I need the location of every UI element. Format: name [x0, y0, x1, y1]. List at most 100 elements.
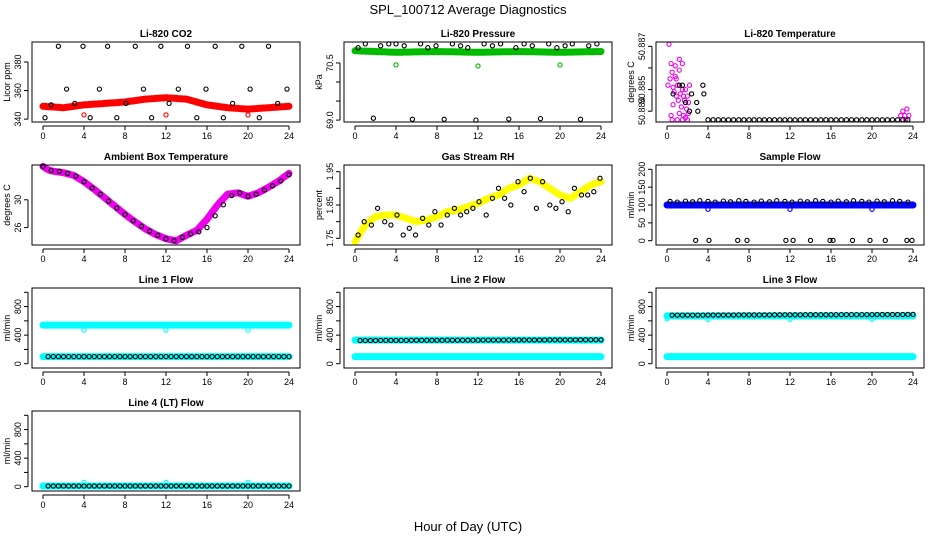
data-point — [229, 353, 236, 360]
x-tick-label: 24 — [908, 254, 918, 264]
data-point — [807, 117, 814, 123]
data-point — [97, 191, 104, 197]
data-point — [204, 224, 210, 231]
series-layer — [39, 43, 293, 121]
data-point — [559, 199, 565, 205]
y-tick-label: 50.885 — [637, 76, 647, 104]
data-point — [137, 353, 144, 360]
data-point — [229, 483, 236, 489]
data-point — [81, 112, 87, 118]
data-point — [500, 337, 507, 343]
data-point — [889, 198, 896, 204]
data-point — [705, 206, 711, 212]
data-point — [797, 198, 803, 204]
data-point — [245, 193, 251, 199]
data-point — [771, 312, 778, 318]
data-point — [81, 479, 87, 486]
data-point — [843, 117, 850, 123]
data-point — [270, 353, 277, 360]
data-point — [112, 483, 118, 489]
series-band-0 — [39, 94, 293, 113]
series-layer — [351, 174, 605, 246]
series-layer — [39, 162, 293, 245]
data-point — [676, 110, 682, 117]
data-point — [827, 237, 833, 244]
data-point — [850, 198, 857, 204]
data-point — [828, 199, 834, 205]
data-point — [830, 237, 836, 244]
data-point — [146, 228, 153, 234]
data-point — [736, 198, 742, 204]
data-point — [132, 483, 138, 489]
data-point — [81, 179, 87, 185]
data-point — [905, 199, 911, 205]
data-point — [406, 225, 412, 231]
x-tick-label: 16 — [826, 131, 836, 141]
data-point — [89, 185, 95, 191]
y-tick-label: 0 — [325, 361, 335, 366]
data-point — [539, 179, 546, 185]
data-point — [63, 86, 70, 92]
data-point — [393, 62, 399, 68]
data-point — [758, 198, 764, 204]
data-point — [127, 353, 133, 360]
data-point — [761, 117, 768, 123]
data-point — [684, 312, 691, 318]
y-tick-label: 50.884 — [637, 97, 647, 125]
data-point — [828, 312, 834, 318]
data-point — [132, 43, 138, 49]
data-point — [253, 191, 259, 197]
data-point — [597, 175, 603, 181]
x-tick-label: 4 — [705, 254, 710, 264]
data-point — [547, 337, 553, 343]
data-point — [261, 187, 268, 193]
x-tick-label: 20 — [243, 377, 253, 387]
x-tick-label: 20 — [867, 254, 877, 264]
data-point — [65, 353, 72, 360]
y-tick-label: 800 — [637, 299, 647, 314]
panel-7: Line 2 Flow ml/min 0 4 8 12 16 20 24 0 400 800 — [314, 275, 613, 387]
data-point — [849, 237, 856, 244]
data-point — [853, 117, 860, 123]
data-point — [838, 117, 844, 123]
data-point — [199, 483, 205, 489]
data-point — [511, 337, 517, 343]
data-point — [76, 483, 82, 489]
data-point — [882, 237, 888, 244]
data-point — [667, 76, 673, 82]
y-tick-label: 69.0 — [325, 111, 335, 129]
x-tick-label: 8 — [122, 131, 127, 141]
y-tick-label: 800 — [13, 422, 23, 437]
data-point — [689, 199, 696, 205]
data-point — [787, 312, 793, 318]
data-point — [355, 45, 361, 51]
data-point — [705, 117, 711, 123]
data-point — [807, 312, 814, 318]
data-point — [64, 170, 71, 176]
data-point — [664, 316, 670, 322]
series-band-0 — [351, 174, 605, 246]
x-tick-label: 20 — [867, 131, 877, 141]
data-point — [101, 483, 108, 489]
data-point — [869, 316, 875, 323]
data-point — [439, 337, 445, 343]
y-tick-label: 400 — [637, 328, 647, 343]
data-point — [674, 82, 680, 88]
panel-5: Sample Flow ml/min 0 4 8 12 16 20 24 0 50 100 150 200 — [626, 152, 925, 264]
data-point — [782, 117, 788, 123]
y-axis-label: degrees C — [626, 61, 636, 103]
x-tick-label: 8 — [746, 254, 751, 264]
panel-0: Li-820 CO2 Licor ppm 0 4 8 12 16 20 24 340 360 380 — [2, 29, 301, 141]
x-tick-label: 20 — [243, 254, 253, 264]
data-point — [408, 337, 415, 343]
data-point — [685, 99, 692, 106]
data-point — [470, 205, 476, 211]
data-point — [91, 353, 97, 360]
x-tick-label: 24 — [284, 254, 294, 264]
data-point — [495, 337, 502, 343]
data-point — [55, 43, 62, 49]
data-point — [476, 199, 482, 205]
data-point — [147, 483, 154, 489]
x-tick-label: 12 — [161, 131, 171, 141]
data-point — [106, 353, 113, 360]
